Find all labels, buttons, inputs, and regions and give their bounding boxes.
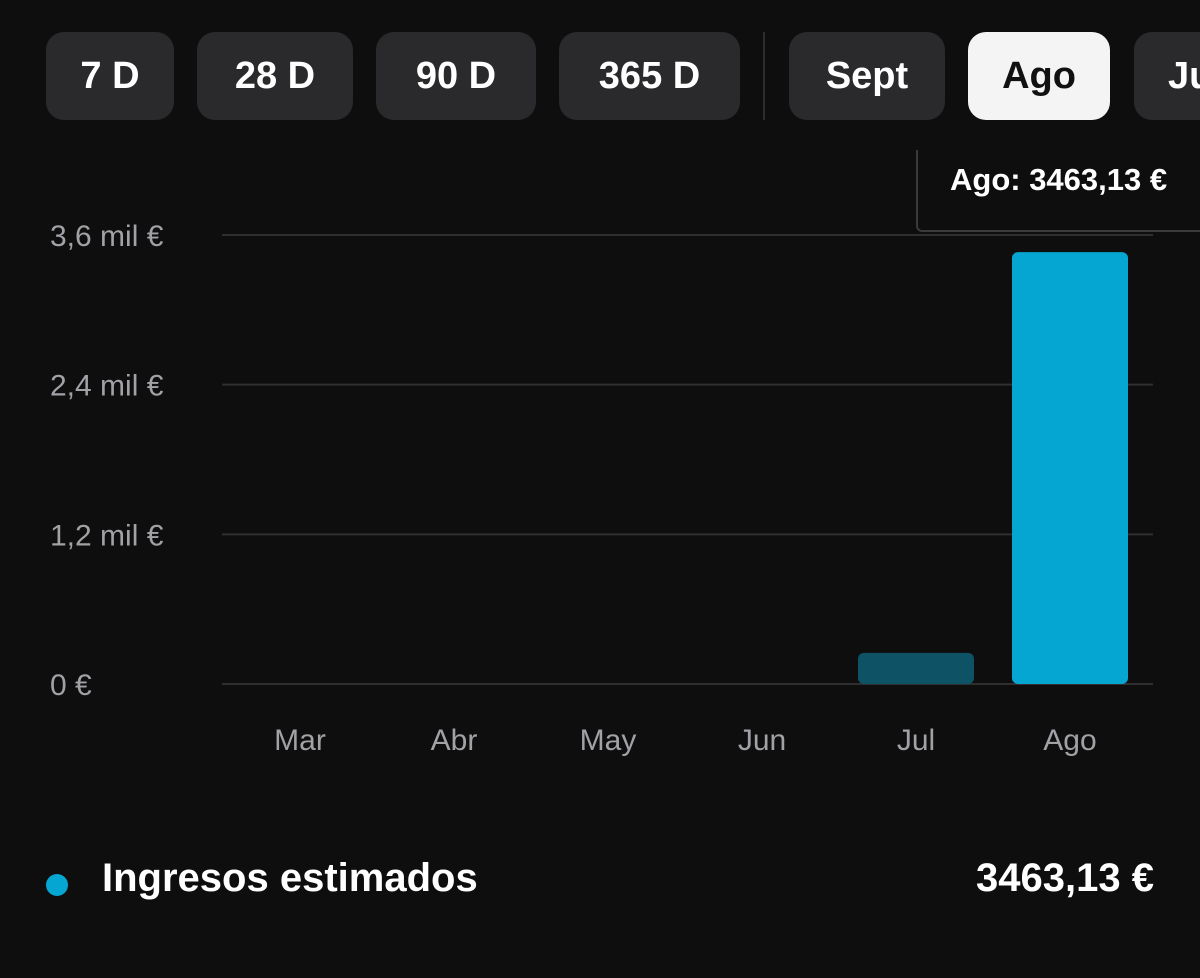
filter-90-days-button[interactable]: 90 D <box>376 32 536 120</box>
filter-month-jul-button[interactable]: Ju <box>1134 32 1200 120</box>
x-tick-label-jun: Jun <box>738 724 786 757</box>
bar-jul[interactable] <box>858 652 974 684</box>
filter-7-days-button[interactable]: 7 D <box>46 32 174 120</box>
chart-bars <box>858 252 1128 684</box>
x-axis-tick-labels: Mar Abr May Jun Jul Ago <box>274 724 1097 757</box>
revenue-bar-chart: 0 € 1,2 mil € 2,4 mil € 3,6 mil € Mar Abr May… <box>50 220 1153 757</box>
y-tick-label-1: 1,2 mil € <box>50 519 164 552</box>
filter-28-days-button[interactable]: 28 D <box>197 32 353 120</box>
x-tick-label-jul: Jul <box>897 724 935 757</box>
x-tick-label-ago: Ago <box>1043 724 1096 757</box>
x-tick-label-mar: Mar <box>274 724 326 757</box>
period-filter-bar: 7 D 28 D 90 D 365 D Sept Ago Ju <box>0 0 1200 140</box>
x-tick-label-may: May <box>580 724 637 757</box>
chart-gridlines <box>222 234 1153 685</box>
filter-month-sept-button[interactable]: Sept <box>789 32 945 120</box>
legend-series-total: 3463,13 € <box>976 856 1154 900</box>
chart-legend: Ingresos estimados 3463,13 € <box>0 830 1200 940</box>
filter-divider <box>763 32 765 120</box>
bar-ago[interactable] <box>1012 252 1128 684</box>
legend-series-label: Ingresos estimados <box>102 856 478 900</box>
x-tick-label-abr: Abr <box>431 724 478 757</box>
y-tick-label-0: 0 € <box>50 669 92 702</box>
filter-365-days-button[interactable]: 365 D <box>559 32 740 120</box>
bar-tooltip: Ago: 3463,13 € <box>916 150 1200 232</box>
y-tick-label-2: 2,4 mil € <box>50 370 164 403</box>
y-axis-tick-labels: 0 € 1,2 mil € 2,4 mil € 3,6 mil € <box>50 220 164 702</box>
filter-month-ago-button[interactable]: Ago <box>968 32 1110 120</box>
y-tick-label-3: 3,6 mil € <box>50 220 164 253</box>
legend-dot-icon <box>46 874 68 896</box>
